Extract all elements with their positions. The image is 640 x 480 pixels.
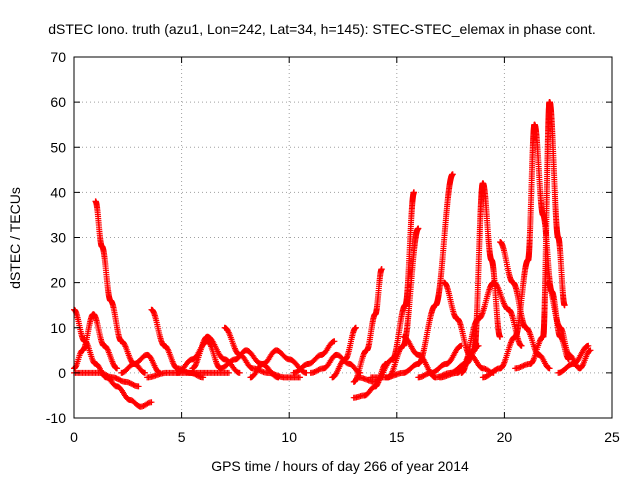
series-track-26 xyxy=(479,121,572,381)
x-tick-label: 20 xyxy=(497,429,513,445)
data-point xyxy=(114,365,121,372)
series-track-27 xyxy=(497,239,553,372)
series-track-22 xyxy=(415,342,465,381)
chart-title: dSTEC Iono. truth (azu1, Lon=242, Lat=34… xyxy=(48,21,595,37)
data-point xyxy=(518,342,525,349)
series-track-29 xyxy=(544,279,594,372)
data-point xyxy=(517,364,524,371)
data-point xyxy=(296,374,303,381)
x-tick-label: 10 xyxy=(281,429,297,445)
y-tick-label: 30 xyxy=(50,230,66,246)
x-tick-label: 5 xyxy=(178,429,186,445)
data-point xyxy=(148,399,155,406)
data-point xyxy=(587,347,594,354)
y-tick-label: 10 xyxy=(50,320,66,336)
data-point xyxy=(142,369,149,376)
data-point xyxy=(411,189,418,196)
x-tick-label: 0 xyxy=(70,429,78,445)
data-point xyxy=(144,400,151,407)
data-point xyxy=(546,365,553,372)
series-track-12 xyxy=(247,347,310,381)
y-tick-label: 40 xyxy=(50,184,66,200)
series-track-20 xyxy=(383,171,456,381)
series-track-13 xyxy=(290,338,338,376)
data-point xyxy=(585,342,592,349)
data-point xyxy=(236,369,243,376)
x-tick-label: 15 xyxy=(389,429,405,445)
y-tick-label: 60 xyxy=(50,94,66,110)
series-track-18 xyxy=(355,189,418,385)
series-track-28 xyxy=(512,99,568,372)
data-point xyxy=(225,328,232,335)
x-tick-label: 25 xyxy=(604,429,620,445)
series-track-4 xyxy=(71,369,142,390)
data-series xyxy=(71,99,594,410)
data-point xyxy=(225,369,232,376)
series-track-16 xyxy=(350,266,385,385)
data-point xyxy=(494,282,501,289)
data-point xyxy=(519,363,526,370)
data-point xyxy=(415,225,422,232)
y-axis-label: dSTEC / TECUs xyxy=(7,187,23,289)
data-point xyxy=(192,362,199,369)
data-point xyxy=(121,340,128,347)
series-track-30 xyxy=(555,342,592,376)
data-point xyxy=(449,171,456,178)
y-tick-label: -10 xyxy=(46,410,66,426)
data-point xyxy=(561,302,568,309)
data-point xyxy=(378,266,385,273)
data-point xyxy=(352,324,359,331)
data-point xyxy=(520,362,527,369)
data-point xyxy=(497,333,504,340)
data-point xyxy=(525,327,532,334)
y-tick-label: 50 xyxy=(50,139,66,155)
y-tick-label: 20 xyxy=(50,275,66,291)
series-track-3 xyxy=(71,311,121,372)
y-tick-label: 70 xyxy=(50,49,66,65)
y-tick-label: 0 xyxy=(58,365,66,381)
data-point xyxy=(103,345,110,352)
data-point xyxy=(500,362,507,369)
data-point xyxy=(164,345,171,352)
series-track-15 xyxy=(329,324,359,381)
series-track-1 xyxy=(92,198,149,376)
x-axis-label: GPS time / hours of day 266 of year 2014 xyxy=(211,458,469,474)
data-point xyxy=(275,374,282,381)
data-point xyxy=(331,338,338,345)
data-point xyxy=(135,383,142,390)
data-point xyxy=(529,358,536,365)
